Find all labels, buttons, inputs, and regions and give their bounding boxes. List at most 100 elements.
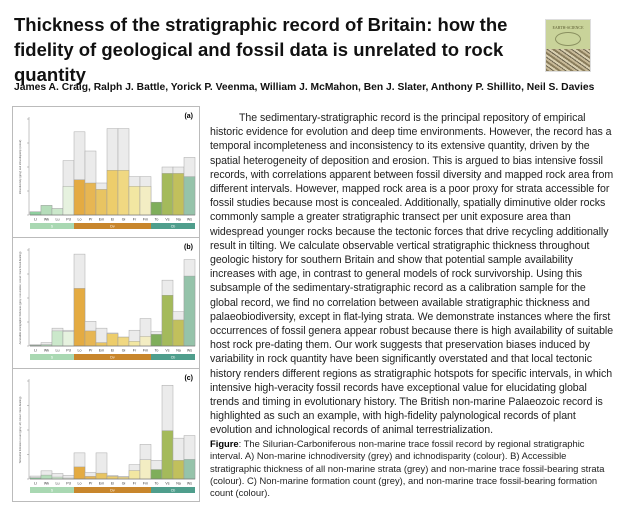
bar-colour	[183, 176, 196, 216]
x-tick-label: Wk	[44, 482, 49, 486]
bar-colour	[139, 185, 152, 216]
period-bar	[30, 223, 74, 229]
panel-label: (c)	[184, 375, 193, 382]
period-label: S	[51, 225, 54, 229]
figure: (a) Ichnodiversity (grey) and ichnodispar…	[12, 106, 200, 502]
bar-colour	[95, 472, 108, 480]
x-tick-label: Ei	[111, 482, 114, 486]
rock-photo	[546, 49, 590, 71]
period-label: Cb	[171, 356, 176, 360]
x-tick-label: Lo	[78, 482, 82, 486]
x-tick-label: Fr	[133, 482, 137, 486]
x-tick-label: Na	[176, 482, 181, 486]
bar-colour	[183, 275, 196, 347]
bar-colour	[95, 189, 108, 216]
period-label: Cb	[171, 489, 176, 493]
x-tick-label: Em	[99, 482, 104, 486]
x-tick-label: Gi	[122, 482, 126, 486]
x-tick-label: Ll	[34, 482, 37, 486]
x-tick-label: Vs	[165, 482, 169, 486]
bar-colour	[172, 173, 185, 216]
x-tick-label: Pd	[66, 218, 70, 222]
bar-colour	[84, 330, 97, 347]
bar-colour	[117, 336, 130, 347]
bar-colour	[62, 185, 75, 216]
abstract-text: The sedimentary-stratigraphic record is …	[210, 112, 614, 437]
bar-colour	[95, 342, 108, 347]
x-tick-label: Ws	[187, 218, 192, 222]
x-tick-label: Fm	[143, 218, 148, 222]
bar-colour	[51, 476, 64, 480]
x-tick-label: Pr	[89, 218, 93, 222]
bar-colour	[128, 470, 141, 480]
period-label: Dv	[110, 489, 115, 493]
period-bar	[74, 223, 151, 229]
x-tick-label: Gi	[122, 349, 126, 353]
period-label: Dv	[110, 225, 115, 229]
chart-panel-c: (c) Terrestrial formation count (grey: al…	[13, 369, 199, 501]
journal-cover-image: EARTH-SCIENCE REVIEWS	[545, 19, 591, 72]
period-bar	[30, 487, 74, 493]
period-label: Cb	[171, 225, 176, 229]
bar-colour	[106, 476, 119, 480]
bar-colour	[172, 460, 185, 480]
x-tick-label: To	[155, 349, 159, 353]
x-tick-label: Pr	[89, 349, 93, 353]
x-tick-label: Ll	[34, 218, 37, 222]
x-tick-label: Pd	[66, 349, 70, 353]
x-tick-label: Lu	[56, 349, 60, 353]
chart-panel-a: (a) Ichnodiversity (grey) and ichnodispar…	[13, 107, 199, 238]
y-axis-label: Accessible stratigraphic thickness (grey…	[18, 252, 22, 345]
chart-panel-b: (b) Accessible stratigraphic thickness (g…	[13, 238, 199, 369]
bar-colour	[150, 469, 163, 480]
x-tick-label: Ws	[187, 349, 192, 353]
bar-colour	[161, 430, 174, 480]
bar-colour	[128, 340, 141, 347]
period-bar	[74, 487, 151, 493]
period-bar	[74, 354, 151, 360]
x-tick-label: Wk	[44, 349, 49, 353]
bar-colour	[117, 170, 130, 216]
bar-colour	[117, 476, 130, 480]
x-tick-label: Ei	[111, 218, 114, 222]
x-tick-label: Ll	[34, 349, 37, 353]
x-tick-label: Pr	[89, 482, 93, 486]
caption-label: Figure	[210, 438, 239, 449]
period-bar	[151, 223, 195, 229]
bar-colour	[51, 208, 64, 216]
x-tick-label: Gi	[122, 218, 126, 222]
bar-colour	[161, 295, 174, 347]
x-tick-label: Ei	[111, 349, 114, 353]
period-label: Dv	[110, 356, 115, 360]
bar-colour	[84, 476, 97, 480]
x-tick-label: Na	[176, 349, 181, 353]
x-tick-label: Fm	[143, 349, 148, 353]
bar-colour	[73, 466, 86, 480]
y-axis-label: Ichnodiversity (grey) and ichnodisparity…	[18, 140, 22, 195]
bar-colour	[40, 474, 53, 480]
x-tick-label: Lo	[78, 218, 82, 222]
x-tick-label: Lo	[78, 349, 82, 353]
figure-caption: Figure: The Silurian-Carboniferous non-m…	[210, 438, 615, 499]
author-list: James A. Craig, Ralph J. Battle, Yorick …	[14, 82, 595, 93]
period-bar	[151, 487, 195, 493]
x-tick-label: Vs	[165, 349, 169, 353]
bar-colour	[128, 185, 141, 216]
x-tick-label: Lu	[56, 218, 60, 222]
x-tick-label: Pd	[66, 482, 70, 486]
period-label: S	[51, 356, 54, 360]
bar-colour	[172, 319, 185, 347]
bar-colour	[29, 211, 42, 216]
period-bar	[151, 354, 195, 360]
x-tick-label: Vs	[165, 218, 169, 222]
poster-title: Thickness of the stratigraphic record of…	[14, 14, 508, 85]
caption-text: : The Silurian-Carboniferous non-marine …	[210, 438, 605, 499]
x-tick-label: Wk	[44, 218, 49, 222]
bar-colour	[139, 459, 152, 480]
x-tick-label: Na	[176, 218, 181, 222]
y-axis-label: Terrestrial formation count (grey: all; …	[18, 396, 22, 463]
bar-colour	[62, 331, 75, 347]
x-tick-label: Fm	[143, 482, 148, 486]
bar-colour	[183, 459, 196, 480]
bar-colour	[150, 201, 163, 216]
